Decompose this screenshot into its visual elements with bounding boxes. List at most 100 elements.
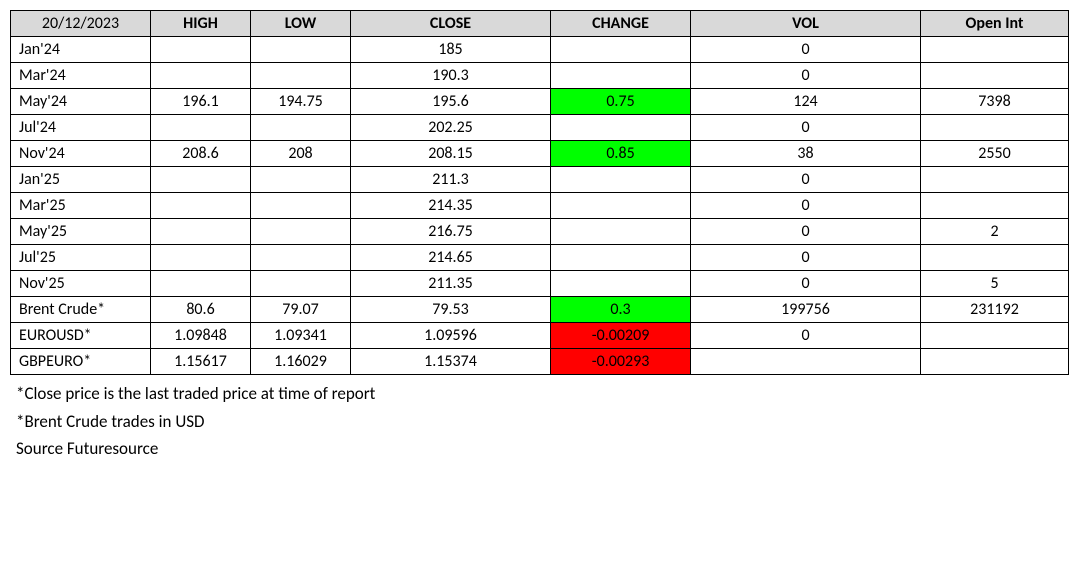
cell-change: [551, 219, 691, 245]
table-row: Nov'24208.6208208.150.85382550: [11, 141, 1069, 167]
cell-vol: 0: [691, 115, 921, 141]
cell-high: [151, 63, 251, 89]
cell-oi: [921, 193, 1069, 219]
cell-change: [551, 193, 691, 219]
header-change: CHANGE: [551, 11, 691, 37]
cell-close: 195.6: [351, 89, 551, 115]
cell-oi: 2: [921, 219, 1069, 245]
cell-change: 0.85: [551, 141, 691, 167]
cell-vol: 0: [691, 219, 921, 245]
table-row: Jul'24202.250: [11, 115, 1069, 141]
cell-close: 79.53: [351, 297, 551, 323]
footnotes: *Close price is the last traded price at…: [10, 381, 1068, 462]
table-row: Jan'25 211.3 0: [11, 167, 1069, 193]
cell-low: [251, 115, 351, 141]
cell-vol: 0: [691, 245, 921, 271]
cell-label: Brent Crude*: [11, 297, 151, 323]
cell-label: Jan'24: [11, 37, 151, 63]
cell-oi: [921, 63, 1069, 89]
table-row: GBPEURO*1.156171.160291.15374-0.00293: [11, 349, 1069, 375]
header-date: 20/12/2023: [11, 11, 151, 37]
cell-vol: [691, 349, 921, 375]
cell-close: 208.15: [351, 141, 551, 167]
footnote-1: *Close price is the last traded price at…: [16, 381, 1068, 407]
cell-low: [251, 193, 351, 219]
cell-high: [151, 271, 251, 297]
table-row: Brent Crude*80.679.0779.530.319975623119…: [11, 297, 1069, 323]
cell-vol: 124: [691, 89, 921, 115]
cell-oi: [921, 323, 1069, 349]
cell-change: -0.00293: [551, 349, 691, 375]
cell-close: 190.3: [351, 63, 551, 89]
header-low: LOW: [251, 11, 351, 37]
cell-oi: [921, 245, 1069, 271]
table-row: May'25216.7502: [11, 219, 1069, 245]
cell-label: Jul'25: [11, 245, 151, 271]
cell-high: [151, 167, 251, 193]
cell-oi: [921, 167, 1069, 193]
cell-low: [251, 245, 351, 271]
cell-vol: 0: [691, 63, 921, 89]
cell-low: [251, 37, 351, 63]
cell-high: 1.09848: [151, 323, 251, 349]
cell-close: 214.65: [351, 245, 551, 271]
cell-oi: [921, 37, 1069, 63]
cell-oi: 5: [921, 271, 1069, 297]
table-row: Mar'25214.350: [11, 193, 1069, 219]
cell-change: [551, 37, 691, 63]
table-row: Mar'24 190.3 0: [11, 63, 1069, 89]
cell-oi: 2550: [921, 141, 1069, 167]
cell-label: Jul'24: [11, 115, 151, 141]
cell-change: [551, 245, 691, 271]
cell-vol: 0: [691, 167, 921, 193]
cell-vol: 0: [691, 193, 921, 219]
footnote-2: *Brent Crude trades in USD: [16, 409, 1068, 435]
table-row: Jan'241850: [11, 37, 1069, 63]
cell-low: 79.07: [251, 297, 351, 323]
header-high: HIGH: [151, 11, 251, 37]
cell-close: 216.75: [351, 219, 551, 245]
table-row: EUROUSD*1.098481.093411.09596-0.002090: [11, 323, 1069, 349]
cell-change: [551, 63, 691, 89]
cell-high: [151, 193, 251, 219]
cell-label: EUROUSD*: [11, 323, 151, 349]
cell-close: 211.35: [351, 271, 551, 297]
cell-high: [151, 245, 251, 271]
cell-label: Nov'24: [11, 141, 151, 167]
cell-change: 0.3: [551, 297, 691, 323]
cell-label: Mar'24: [11, 63, 151, 89]
cell-low: 194.75: [251, 89, 351, 115]
cell-low: 1.09341: [251, 323, 351, 349]
cell-vol: 0: [691, 271, 921, 297]
cell-low: [251, 219, 351, 245]
cell-oi: [921, 349, 1069, 375]
cell-label: GBPEURO*: [11, 349, 151, 375]
cell-close: 214.35: [351, 193, 551, 219]
cell-vol: 0: [691, 37, 921, 63]
cell-high: 196.1: [151, 89, 251, 115]
cell-vol: 199756: [691, 297, 921, 323]
cell-change: [551, 271, 691, 297]
futures-table: 20/12/2023 HIGH LOW CLOSE CHANGE VOL Ope…: [10, 10, 1069, 375]
cell-label: Jan'25: [11, 167, 151, 193]
header-vol: VOL: [691, 11, 921, 37]
cell-vol: 38: [691, 141, 921, 167]
cell-low: [251, 167, 351, 193]
cell-change: -0.00209: [551, 323, 691, 349]
cell-close: 1.09596: [351, 323, 551, 349]
cell-label: May'24: [11, 89, 151, 115]
cell-oi: 7398: [921, 89, 1069, 115]
cell-close: 211.3: [351, 167, 551, 193]
cell-high: [151, 219, 251, 245]
table-row: Jul'25 214.65 0: [11, 245, 1069, 271]
cell-high: 1.15617: [151, 349, 251, 375]
cell-label: Nov'25: [11, 271, 151, 297]
cell-low: 208: [251, 141, 351, 167]
cell-change: [551, 115, 691, 141]
cell-high: [151, 37, 251, 63]
cell-high: 208.6: [151, 141, 251, 167]
cell-high: [151, 115, 251, 141]
cell-vol: 0: [691, 323, 921, 349]
cell-low: [251, 271, 351, 297]
header-oi: Open Int: [921, 11, 1069, 37]
